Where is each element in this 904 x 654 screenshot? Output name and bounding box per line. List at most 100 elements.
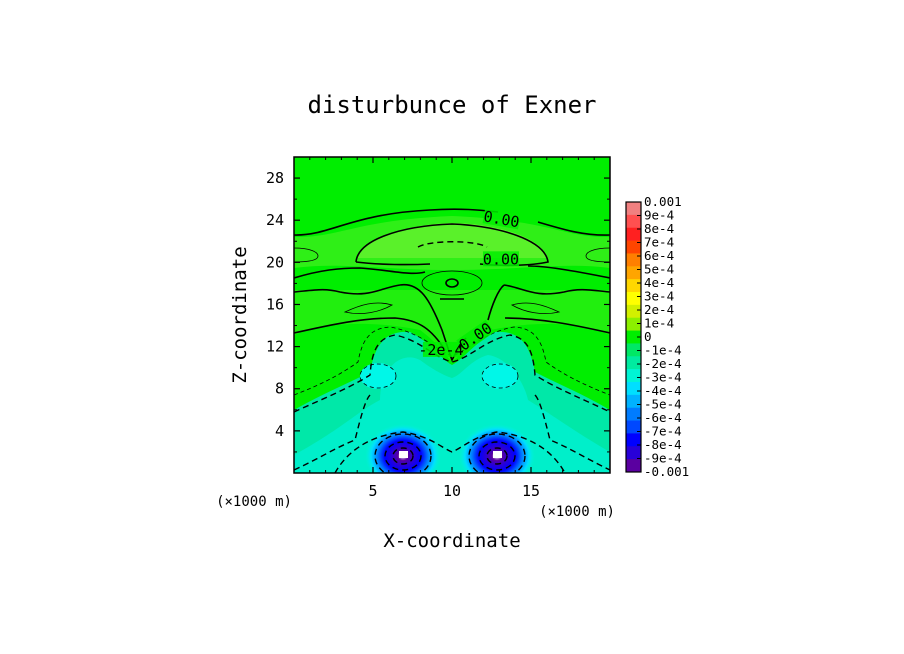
contour-neg-blob-left — [359, 363, 397, 389]
contour-zero-upper-right — [527, 265, 610, 279]
colorbar-label: -2e-4 — [644, 356, 682, 371]
colorbar-swatch — [626, 356, 641, 370]
contour-low-right-a — [468, 433, 526, 473]
chart-title: disturbunce of Exner — [308, 91, 597, 119]
contour-zero-middle-left — [294, 284, 401, 295]
contour-zero-middle-right — [503, 284, 610, 295]
contour-label-text: 0.00 — [482, 207, 521, 231]
colorbar-label: 0.001 — [644, 194, 682, 209]
contour-label-backdrop — [456, 319, 495, 353]
contour-small-center — [445, 278, 459, 288]
colorbar-swatch — [626, 433, 641, 447]
colorbar-label: -7e-4 — [644, 424, 682, 439]
contour-label-text: 0.00 — [483, 250, 519, 268]
contour-low-left-b — [384, 441, 422, 471]
dashed-contours — [294, 241, 610, 473]
colorbar-swatch — [626, 253, 641, 267]
x-axis: 5 10 15 — [309, 157, 595, 500]
colorbar-label: 4e-4 — [644, 275, 674, 290]
y-tick-label: 12 — [266, 338, 284, 356]
colorbar-swatch — [626, 240, 641, 254]
colorbar-label: 6e-4 — [644, 248, 674, 263]
field-middle-layer — [294, 290, 610, 362]
colorbar-label: -5e-4 — [644, 397, 682, 412]
contour-label-backdrop — [482, 208, 521, 230]
contour-zero-lower-right — [504, 317, 610, 334]
y-axis-unit: (×1000 m) — [216, 494, 292, 510]
colorbar-label: 9e-4 — [644, 208, 674, 223]
y-tick-label: 8 — [275, 380, 284, 398]
colorbar-swatch — [626, 369, 641, 383]
cyan-blob-right — [482, 363, 518, 389]
contour-neg-thin-1 — [294, 326, 610, 396]
contour-zero-lower-left — [294, 317, 446, 351]
colorbar-label: -9e-4 — [644, 451, 682, 466]
contour-thin-wing-left — [343, 302, 394, 314]
colorbar-swatch — [626, 394, 641, 409]
contour-thin-wing-right — [510, 302, 561, 314]
field-upper-lobe — [358, 223, 548, 258]
contour-thin-edge-right — [585, 247, 610, 263]
contour-label: 0.00 — [482, 207, 521, 231]
contour-zero-valley-right — [487, 284, 505, 321]
contour-zero-top — [294, 208, 499, 236]
colorbar-label: -6e-4 — [644, 410, 682, 425]
dashed-thin-contours — [294, 326, 610, 396]
contour-label-backdrop — [422, 341, 459, 357]
colorbar-swatch — [626, 214, 641, 229]
contour-zero-top-right — [537, 221, 610, 236]
contour-neg-2 — [294, 394, 610, 471]
y-tick-label: 4 — [275, 422, 284, 440]
colorbar-label: 0 — [644, 329, 652, 344]
x-tick-label: 10 — [443, 482, 461, 500]
contour-low-left-a — [374, 433, 432, 473]
colorbar-swatch — [626, 382, 641, 396]
colorbar-swatch — [626, 279, 641, 293]
thin-contours — [294, 247, 610, 314]
colorbar-swatch — [626, 343, 641, 357]
colorbar-label: 7e-4 — [644, 235, 674, 250]
colorbar-label: 8e-4 — [644, 221, 674, 236]
contour-low-right-b — [478, 441, 516, 471]
colorbar-swatch — [626, 407, 641, 421]
colorbar-swatch — [626, 446, 641, 460]
x-tick-label: 15 — [522, 482, 540, 500]
colorbar-swatch — [626, 459, 641, 473]
contour-thin-edge-left — [294, 247, 319, 263]
y-tick-label: 24 — [266, 211, 284, 229]
colorbar-label: 1e-4 — [644, 316, 674, 331]
colorbar-swatch — [626, 317, 641, 331]
colorbar-label: -1e-4 — [644, 343, 682, 358]
cyan-blob-left — [360, 363, 396, 389]
colorbar-label: 5e-4 — [644, 262, 674, 277]
x-axis-unit: (×1000 m) — [539, 504, 615, 520]
contour-neg-upper — [417, 241, 488, 248]
contour-zero-upper-left — [294, 267, 426, 279]
contour-neg-3 — [334, 431, 566, 473]
y-axis: 4 8 12 16 20 24 28 — [266, 169, 610, 453]
contour-low-left-c — [392, 447, 414, 465]
colorbar-swatch — [626, 227, 641, 241]
colorbar-swatch — [626, 420, 641, 434]
y-tick-label: 28 — [266, 169, 284, 187]
y-tick-label: 16 — [266, 295, 284, 313]
colorbar-label: -0.001 — [644, 464, 689, 479]
contour-label-text: -2e-4 — [418, 341, 463, 359]
colorbar-swatch — [626, 292, 641, 306]
white-core-right — [493, 451, 502, 458]
contour-neg-blob-right — [481, 363, 519, 389]
x-tick-label: 5 — [368, 482, 377, 500]
contour-thin-center — [421, 270, 483, 296]
colorbar-label: -4e-4 — [644, 383, 682, 398]
contour-label: -2e-4 — [418, 341, 463, 359]
contour-zero-lobe — [355, 223, 549, 267]
contour-zero-lobe-left — [355, 261, 431, 266]
x-axis-label: X-coordinate — [383, 530, 520, 552]
colorbar: 0.0019e-48e-47e-46e-45e-44e-43e-42e-41e-… — [625, 194, 689, 479]
plot-area: 0.000.000.00-2e-4 — [294, 157, 610, 473]
y-tick-label: 20 — [266, 253, 284, 271]
colorbar-label: 2e-4 — [644, 302, 674, 317]
colorbar-label: -8e-4 — [644, 437, 682, 452]
contour-low-right-c — [486, 447, 508, 465]
